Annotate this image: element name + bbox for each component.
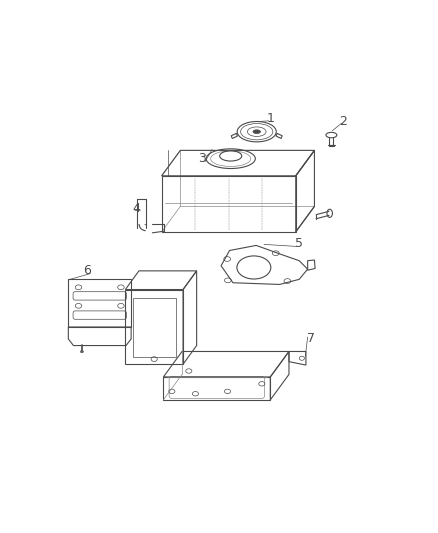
Text: 5: 5 [295,237,303,250]
Text: 1: 1 [266,111,274,125]
Text: 2: 2 [339,115,347,128]
Text: 3: 3 [198,152,206,165]
Text: 7: 7 [307,332,315,345]
Ellipse shape [253,130,261,134]
Text: 6: 6 [83,264,91,277]
Text: 4: 4 [132,201,140,215]
